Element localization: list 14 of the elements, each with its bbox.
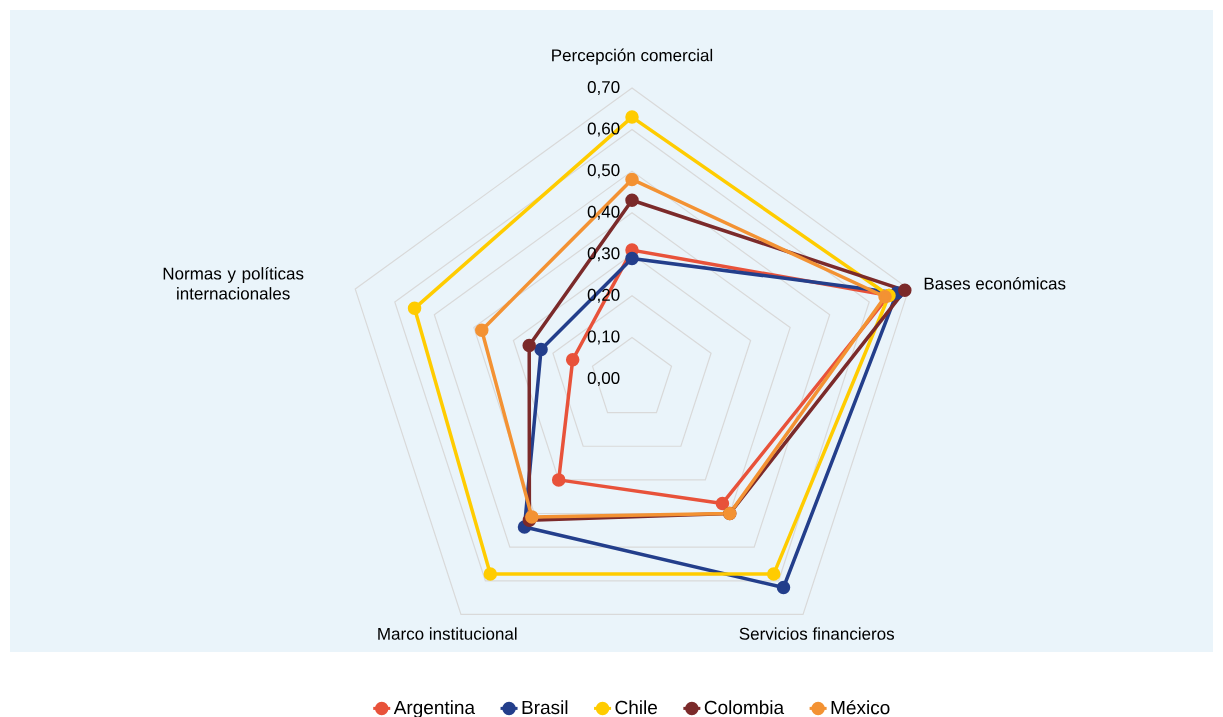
y-tick-label: 0,50	[587, 164, 620, 179]
spoke-label: Percepción comercial	[552, 48, 713, 65]
legend-label: Brasil	[522, 700, 568, 715]
spoke-label: Marco institucional	[378, 627, 517, 640]
legend-label: Argentina	[393, 700, 476, 717]
y-tick-label: 0,00	[587, 371, 620, 387]
y-tick-label: 0,10	[587, 330, 620, 345]
spoke-label: Normas y políticas internacionales	[163, 266, 304, 300]
spoke-label: Servicios financieros	[739, 627, 895, 640]
legend-label: Chile	[615, 700, 657, 715]
legend-label: México	[831, 700, 890, 715]
spoke-label: Bases económicas	[924, 276, 1066, 290]
y-tick-label: 0,70	[587, 80, 620, 96]
legend-label: Colombia	[704, 700, 785, 715]
